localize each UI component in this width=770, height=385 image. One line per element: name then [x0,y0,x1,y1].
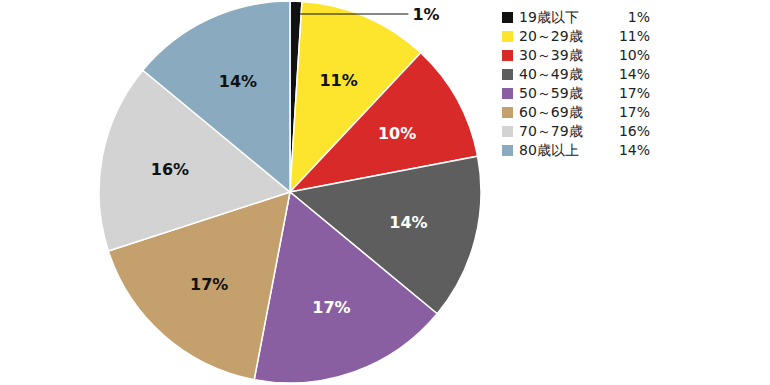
legend-value: 14% [619,66,650,82]
data-label: 17% [312,298,350,317]
legend-value: 1% [628,9,650,25]
legend-value: 16% [619,123,650,139]
slices [99,1,481,383]
legend-swatch [502,107,513,118]
data-label: 14% [389,213,427,232]
data-label: 16% [151,160,189,179]
legend-label: 60～69歳 [519,104,583,120]
legend-swatch [502,88,513,99]
legend-value: 14% [619,142,650,158]
legend-value: 11% [619,28,650,44]
data-label: 11% [319,71,357,90]
legend-label: 70～79歳 [519,123,583,139]
legend-swatch [502,126,513,137]
slice [143,1,290,192]
legend-label: 20～29歳 [519,28,583,44]
data-label: 10% [378,124,416,143]
leader-line [296,3,408,14]
legend-swatch [502,31,513,42]
legend-label: 50～59歳 [519,85,583,101]
legend-label: 19歳以下 [519,9,579,25]
slice-labels: 1% 11% 10% 14% 17% 17% 16% 14% [151,3,440,317]
data-label: 1% [412,5,439,24]
legend: 19歳以下 1% 20～29歳 11% 30～39歳 10% 40～49歳 14% 50～59歳… [502,9,650,158]
chart-container: 1% 11% 10% 14% 17% 17% 16% 14% 19歳以下 1% 20～29歳 11% 3… [0,0,770,385]
data-label: 17% [190,275,228,294]
legend-swatch [502,12,513,23]
legend-value: 17% [619,85,650,101]
legend-label: 30～39歳 [519,47,583,63]
data-label: 14% [219,72,257,91]
legend-value: 10% [619,47,650,63]
chart: 1% 11% 10% 14% 17% 17% 16% 14% 19歳以下 1% 20～29歳 11% 3… [0,0,770,385]
legend-swatch [502,69,513,80]
legend-label: 40～49歳 [519,66,583,82]
legend-swatch [502,145,513,156]
legend-label: 80歳以上 [519,142,579,158]
legend-value: 17% [619,104,650,120]
legend-swatch [502,50,513,61]
